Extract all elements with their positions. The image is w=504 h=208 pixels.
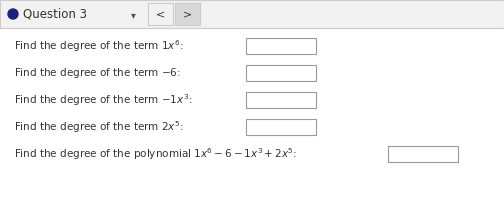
Text: <: <: [156, 9, 165, 19]
Text: Find the degree of the term $-1x^3$:: Find the degree of the term $-1x^3$:: [14, 92, 193, 108]
Text: Find the degree of the term $2x^5$:: Find the degree of the term $2x^5$:: [14, 119, 184, 135]
FancyBboxPatch shape: [148, 3, 173, 25]
FancyBboxPatch shape: [175, 3, 200, 25]
Text: Question 3: Question 3: [23, 7, 87, 21]
Circle shape: [8, 9, 18, 19]
Text: Find the degree of the term $-6$:: Find the degree of the term $-6$:: [14, 66, 181, 80]
FancyBboxPatch shape: [246, 65, 316, 81]
Text: ▾: ▾: [131, 10, 136, 20]
FancyBboxPatch shape: [246, 38, 316, 54]
FancyBboxPatch shape: [246, 119, 316, 135]
FancyBboxPatch shape: [388, 146, 458, 162]
FancyBboxPatch shape: [0, 0, 504, 28]
FancyBboxPatch shape: [246, 92, 316, 108]
Text: Find the degree of the polynomial $1x^6 - 6 - 1x^3 + 2x^5$:: Find the degree of the polynomial $1x^6 …: [14, 146, 297, 162]
Text: >: >: [183, 9, 192, 19]
Text: Find the degree of the term $1x^6$:: Find the degree of the term $1x^6$:: [14, 38, 184, 54]
